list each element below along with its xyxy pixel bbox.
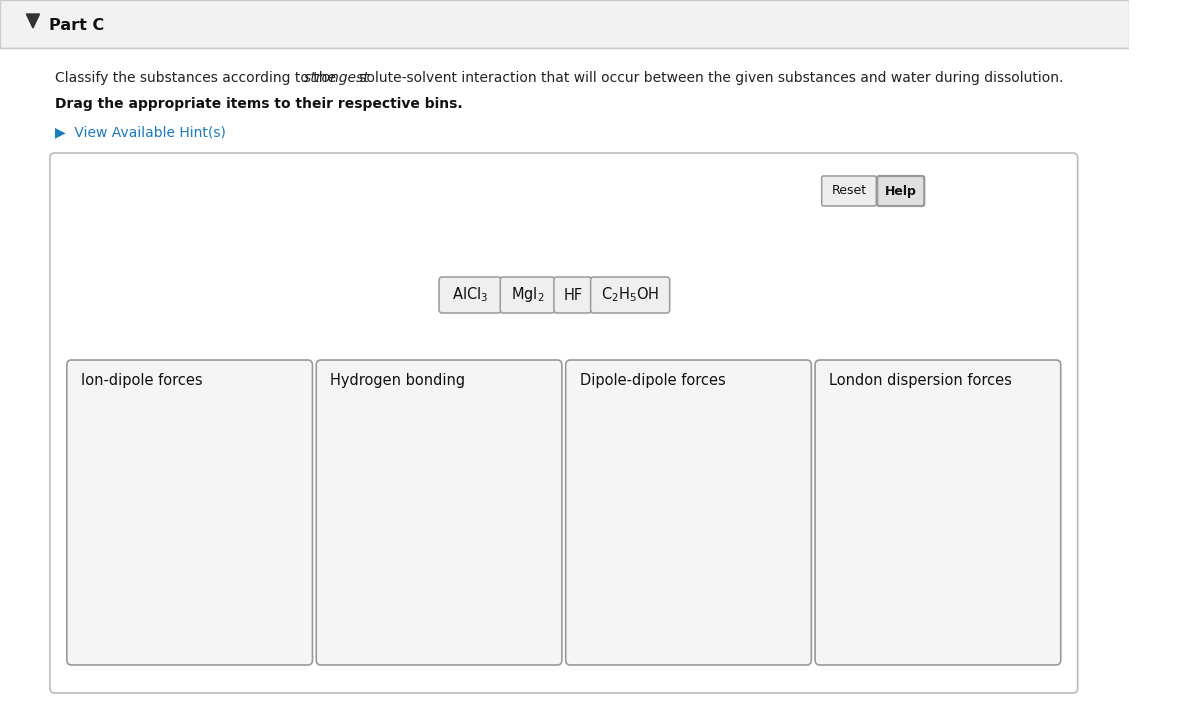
Text: strongest: strongest — [304, 71, 370, 85]
Text: solute-solvent interaction that will occur between the given substances and wate: solute-solvent interaction that will occ… — [355, 71, 1063, 85]
Text: HF: HF — [563, 287, 582, 303]
Text: AlCl$_3$: AlCl$_3$ — [452, 285, 488, 304]
Text: Classify the substances according to the: Classify the substances according to the — [54, 71, 340, 85]
FancyBboxPatch shape — [317, 360, 562, 665]
Text: Ion-dipole forces: Ion-dipole forces — [80, 374, 203, 388]
FancyBboxPatch shape — [50, 153, 1078, 693]
Text: Part C: Part C — [49, 18, 104, 34]
FancyBboxPatch shape — [0, 0, 1129, 48]
Text: ▶  View Available Hint(s): ▶ View Available Hint(s) — [54, 125, 226, 139]
FancyBboxPatch shape — [439, 277, 502, 313]
FancyBboxPatch shape — [590, 277, 670, 313]
Text: Drag the appropriate items to their respective bins.: Drag the appropriate items to their resp… — [54, 97, 462, 111]
Text: Hydrogen bonding: Hydrogen bonding — [330, 374, 466, 388]
Polygon shape — [26, 14, 40, 28]
Text: C$_2$H$_5$OH: C$_2$H$_5$OH — [601, 285, 659, 304]
FancyBboxPatch shape — [565, 360, 811, 665]
FancyBboxPatch shape — [822, 176, 876, 206]
FancyBboxPatch shape — [877, 176, 924, 206]
Text: Dipole-dipole forces: Dipole-dipole forces — [580, 374, 726, 388]
Text: MgI$_2$: MgI$_2$ — [511, 285, 545, 304]
FancyBboxPatch shape — [67, 360, 312, 665]
FancyBboxPatch shape — [500, 277, 554, 313]
FancyBboxPatch shape — [554, 277, 592, 313]
Text: Reset: Reset — [832, 184, 866, 198]
Text: Help: Help — [884, 184, 917, 198]
FancyBboxPatch shape — [815, 360, 1061, 665]
Text: London dispersion forces: London dispersion forces — [829, 374, 1012, 388]
